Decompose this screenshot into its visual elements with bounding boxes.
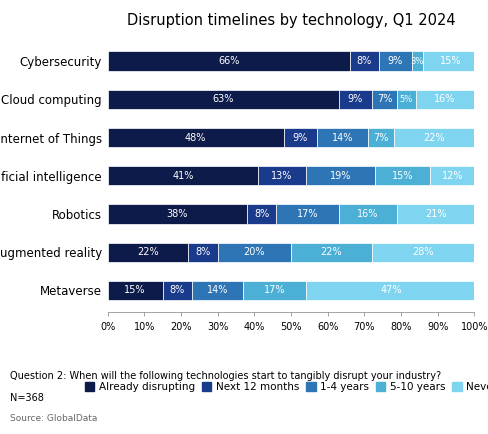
Text: 15%: 15% <box>124 286 145 296</box>
Bar <box>107 204 246 224</box>
Text: 7%: 7% <box>376 94 391 104</box>
Bar <box>276 204 338 224</box>
Text: 12%: 12% <box>441 171 462 181</box>
Text: 15%: 15% <box>439 56 460 66</box>
Bar <box>290 243 371 262</box>
Text: 9%: 9% <box>292 132 307 142</box>
Bar <box>349 52 378 71</box>
Bar <box>188 243 217 262</box>
Bar <box>107 128 283 147</box>
Text: 38%: 38% <box>166 209 187 219</box>
Bar <box>367 128 393 147</box>
Text: 17%: 17% <box>296 209 318 219</box>
Bar <box>371 243 473 262</box>
Bar <box>338 204 396 224</box>
Text: 22%: 22% <box>320 247 342 257</box>
Bar <box>393 128 473 147</box>
Bar <box>422 52 477 71</box>
Bar <box>217 243 290 262</box>
Bar <box>246 204 276 224</box>
Text: 16%: 16% <box>357 209 378 219</box>
Bar <box>191 281 243 300</box>
Text: 63%: 63% <box>212 94 233 104</box>
Bar <box>396 90 415 109</box>
Bar <box>305 166 375 185</box>
Bar <box>107 90 338 109</box>
Text: 20%: 20% <box>243 247 264 257</box>
Text: 22%: 22% <box>422 132 444 142</box>
Text: 48%: 48% <box>184 132 206 142</box>
Bar <box>429 166 473 185</box>
Bar <box>107 243 188 262</box>
Bar <box>258 166 305 185</box>
Text: 47%: 47% <box>380 286 402 296</box>
Text: 21%: 21% <box>424 209 446 219</box>
Bar <box>243 281 305 300</box>
Text: 16%: 16% <box>433 94 455 104</box>
Bar <box>305 281 477 300</box>
Text: 8%: 8% <box>253 209 269 219</box>
Text: 8%: 8% <box>169 286 184 296</box>
Legend: Already disrupting, Next 12 months, 1-4 years, 5-10 years, Never: Already disrupting, Next 12 months, 1-4 … <box>81 378 488 396</box>
Bar <box>411 52 422 71</box>
Text: Source: GlobalData: Source: GlobalData <box>10 414 97 424</box>
Bar <box>375 166 429 185</box>
Bar <box>316 128 367 147</box>
Text: Question 2: When will the following technologies start to tangibly disrupt your : Question 2: When will the following tech… <box>10 371 440 381</box>
Bar <box>107 52 349 71</box>
Bar <box>378 52 411 71</box>
Text: 8%: 8% <box>356 56 371 66</box>
Text: 41%: 41% <box>172 171 193 181</box>
Bar <box>338 90 371 109</box>
Bar <box>371 90 396 109</box>
Text: 22%: 22% <box>137 247 159 257</box>
Text: N=368: N=368 <box>10 393 43 403</box>
Bar <box>415 90 473 109</box>
Text: 7%: 7% <box>372 132 387 142</box>
Bar <box>283 128 316 147</box>
Bar <box>107 281 162 300</box>
Text: 14%: 14% <box>331 132 352 142</box>
Text: 9%: 9% <box>387 56 402 66</box>
Text: 28%: 28% <box>411 247 433 257</box>
Text: 5%: 5% <box>399 95 412 104</box>
Title: Disruption timelines by technology, Q1 2024: Disruption timelines by technology, Q1 2… <box>126 13 454 28</box>
Text: 17%: 17% <box>263 286 285 296</box>
Bar <box>396 204 473 224</box>
Text: 14%: 14% <box>206 286 228 296</box>
Bar <box>162 281 191 300</box>
Text: 15%: 15% <box>391 171 413 181</box>
Text: 8%: 8% <box>195 247 210 257</box>
Text: 3%: 3% <box>410 56 423 66</box>
Text: 9%: 9% <box>347 94 362 104</box>
Bar <box>107 166 258 185</box>
Text: 13%: 13% <box>270 171 292 181</box>
Text: 66%: 66% <box>218 56 239 66</box>
Text: 19%: 19% <box>329 171 350 181</box>
